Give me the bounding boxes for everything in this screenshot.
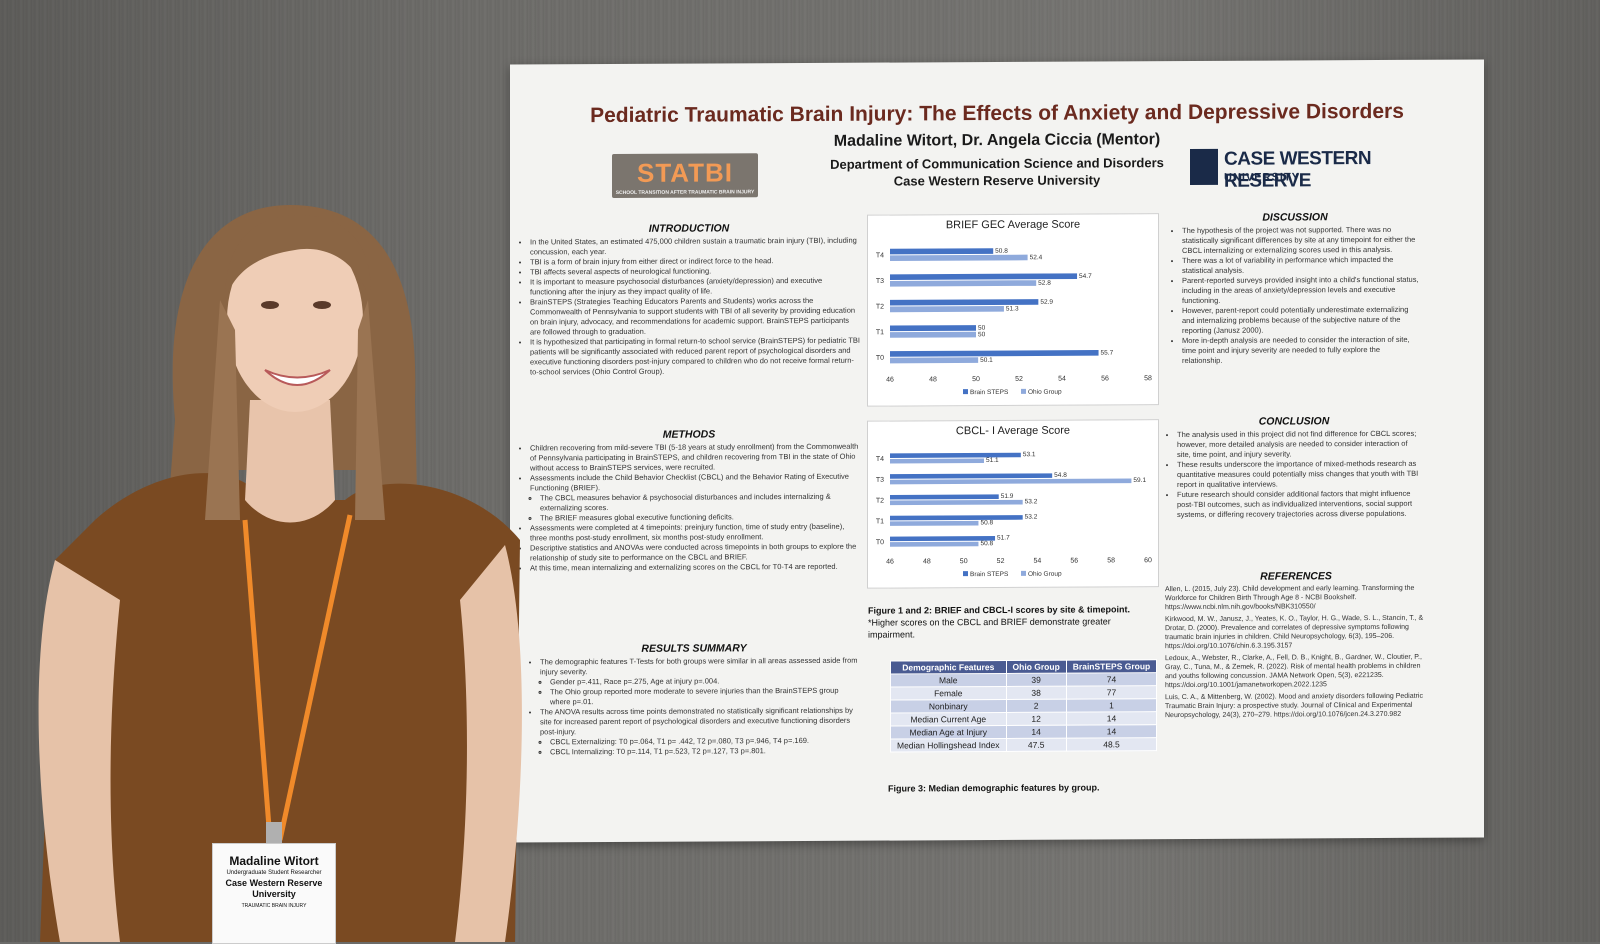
category-label: T4 (876, 456, 884, 463)
right-eye (313, 301, 331, 309)
bar-brainsteps (890, 452, 1021, 458)
data-label: 51.9 (1001, 493, 1014, 500)
data-label: 50.8 (995, 248, 1008, 255)
category-label: T3 (876, 278, 884, 285)
hair-strand-left (205, 300, 240, 520)
category-label: T1 (876, 329, 884, 336)
tick-label: 48 (923, 558, 931, 565)
bar-brainsteps (890, 299, 1039, 306)
lanyard-clip (266, 822, 282, 844)
lanyard-right (277, 514, 353, 841)
data-label: 54.8 (1054, 472, 1067, 479)
tick-label: 50 (960, 558, 968, 565)
category-label: T0 (876, 355, 884, 362)
badge-university: Case Western Reserve University (225, 878, 323, 899)
tick-label: 54 (1034, 558, 1042, 565)
data-label: 54.7 (1079, 273, 1092, 280)
category-label: T2 (876, 498, 884, 505)
bar-brainsteps (890, 248, 994, 255)
data-label: 50.8 (980, 540, 993, 547)
data-label: 50.1 (980, 357, 993, 364)
hair-front-shape (225, 215, 371, 300)
data-label: 50 (978, 325, 986, 332)
legend-swatch (963, 389, 968, 395)
badge-name: Madaline Witort (229, 854, 319, 868)
data-label: 53.1 (1023, 451, 1036, 458)
bar-ohio (890, 478, 1132, 485)
tick-label: 58 (1107, 557, 1115, 564)
smile (264, 369, 331, 386)
brief-chart: BRIEF GEC Average Score T4 50.8 52.4 T3 54.7… (867, 213, 1159, 407)
badge-logo: TRAUMATIC BRAIN INJURY (241, 903, 307, 909)
bar-ohio (890, 254, 1028, 261)
right-arm-shape (455, 545, 522, 942)
research-poster: Pediatric Traumatic Brain Injury: The Ef… (510, 59, 1484, 843)
category-label: T3 (876, 477, 884, 484)
data-label: 52.9 (1040, 299, 1053, 306)
tick-label: 58 (1144, 375, 1152, 382)
bar-ohio (890, 280, 1037, 287)
data-label: 52.8 (1038, 280, 1051, 287)
bar-brainsteps (890, 494, 999, 500)
hair-strand-right (355, 300, 385, 520)
data-label: 51.3 (1006, 306, 1019, 313)
tick-label: 60 (1144, 557, 1152, 564)
data-label: 50.8 (980, 519, 993, 526)
data-label: 51.7 (997, 535, 1010, 542)
category-label: T1 (876, 518, 884, 525)
bar-ohio (890, 541, 979, 547)
bar-ohio (890, 520, 979, 526)
bar-brainsteps (890, 325, 976, 332)
data-label: 53.2 (1025, 514, 1038, 521)
tick-label: 54 (1058, 376, 1066, 383)
category-label: T2 (876, 304, 884, 311)
legend-swatch (963, 571, 968, 577)
left-arm-shape (38, 560, 120, 942)
tick-label: 50 (972, 376, 980, 383)
bar-ohio (890, 305, 1004, 313)
brown-shirt-shape (40, 473, 520, 942)
tick-label: 56 (1101, 375, 1109, 382)
brief-chart-svg: T450.852.4T354.752.8T252.951.3T15050T055… (876, 248, 1152, 396)
bar-brainsteps (890, 473, 1053, 479)
data-label: 53.2 (1025, 498, 1038, 505)
tick-label: 46 (886, 377, 894, 384)
face-shape (227, 228, 363, 412)
data-label: 51.1 (986, 457, 999, 464)
bar-ohio (890, 499, 1023, 506)
legend-label: Ohio Group (1028, 571, 1062, 578)
name-badge: Madaline Witort Undergraduate Student Re… (212, 843, 336, 944)
lanyard-left (242, 519, 273, 841)
legend-label: Ohio Group (1028, 389, 1062, 396)
bar-ohio (890, 357, 979, 364)
legend-label: Brain STEPS (970, 389, 1009, 396)
tick-label: 52 (1015, 376, 1023, 383)
data-label: 50 (978, 331, 986, 338)
tick-label: 52 (997, 558, 1005, 565)
category-label: T4 (876, 252, 884, 259)
bar-brainsteps (890, 515, 1023, 521)
neck-shape (245, 400, 335, 523)
bar-brainsteps (890, 350, 1099, 357)
bar-brainsteps (890, 273, 1078, 280)
data-label: 55.7 (1101, 350, 1114, 357)
tick-label: 48 (929, 376, 937, 383)
legend-label: Brain STEPS (970, 571, 1009, 578)
data-label: 59.1 (1133, 477, 1146, 484)
data-label: 52.4 (1030, 254, 1043, 261)
legend-swatch (1021, 570, 1026, 576)
bar-brainsteps (890, 536, 996, 542)
cbcl-chart: CBCL- I Average Score T4 53.1 51.1 T3 54.8 59… (867, 419, 1159, 589)
tick-label: 56 (1070, 558, 1078, 565)
bar-ohio (890, 331, 976, 338)
legend-swatch (1021, 388, 1026, 394)
left-eye (261, 301, 279, 309)
badge-role: Undergraduate Student Researcher (226, 870, 322, 876)
cbcl-chart-svg: T4 53.1 51.1 T3 54.8 59.1 T2 51.9 53.2 T1 53.2 50.8… (876, 451, 1152, 578)
category-label: T0 (876, 539, 884, 546)
tick-label: 46 (886, 559, 894, 566)
bar-ohio (890, 458, 984, 464)
